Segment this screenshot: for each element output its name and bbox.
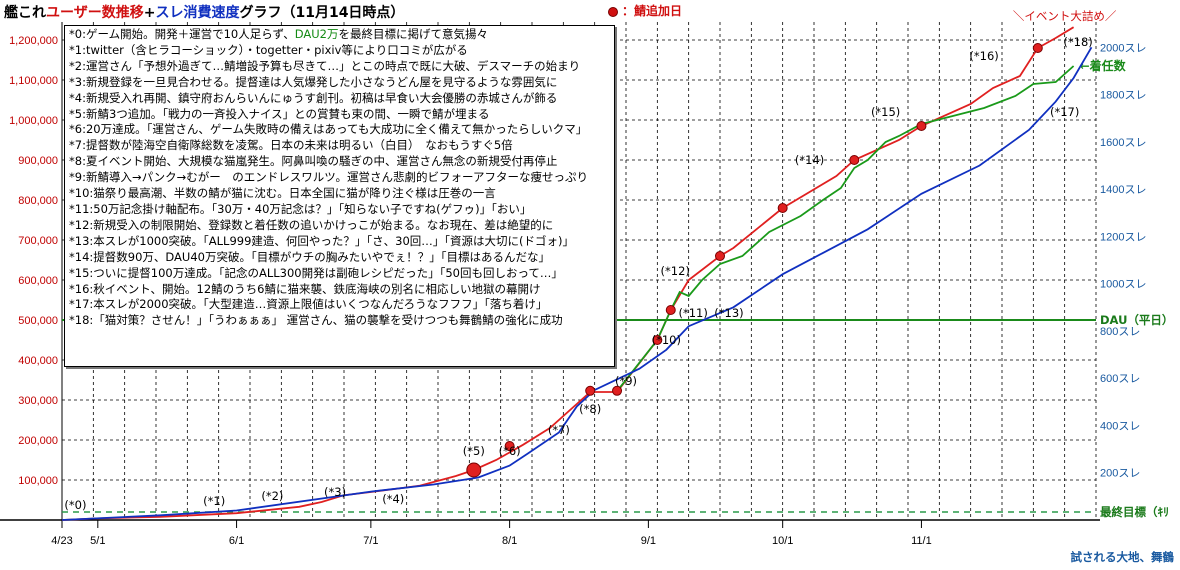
chart-annotation: (*3): [324, 485, 346, 499]
chart-annotation: (*12): [661, 264, 690, 278]
server-added-marker: [504, 441, 515, 451]
annotation-notes-box: *0:ゲーム開始。開発＋運営で10人足らず、DAU2万を最終目標に掲げて意気揚々…: [64, 25, 615, 367]
y-tick-label-right: 2000スレ: [1100, 42, 1146, 54]
y-tick-label-left: 800,000: [18, 195, 58, 207]
series-line-red: [61, 26, 1075, 521]
y-tick-label-left: 900,000: [18, 155, 58, 167]
note-row: *12:新規受入の制限開始、登録数と着任数の追いかけっこが始まる。なお現在、差は…: [69, 217, 554, 232]
y-tick-label-left: 200,000: [18, 435, 58, 447]
chart-annotation: (*10): [652, 333, 681, 347]
note-row: *15:ついに提督100万達成。「記念のALL300開発は副砲レシピだった」「5…: [69, 265, 563, 280]
chart-annotation: (*13): [714, 306, 743, 320]
server-added-marker: [715, 251, 725, 261]
bottom-right-caption: 試される大地、舞鶴: [1071, 550, 1175, 564]
server-added-marker: [849, 155, 860, 165]
chart-annotation: ＼イベント大詰め／: [1013, 9, 1117, 23]
chart-annotation: (*0): [64, 498, 86, 512]
note-row: *16:秋イベント、開始。12鯖のうち6鯖に猫来襲、鉄底海峡の別名に相応しい地獄…: [69, 281, 541, 296]
chart-annotation: (*17): [1050, 105, 1079, 119]
y-tick-label-right: 400スレ: [1100, 420, 1140, 432]
y-tick-label-left: 1,200,000: [9, 35, 58, 47]
chart-annotation: (*8): [579, 402, 601, 416]
chart-annotation: (*15): [871, 105, 900, 119]
y-tick-label-left: 100,000: [18, 475, 58, 487]
chart-annotation: (*7): [548, 423, 570, 437]
x-tick-label: 6/1: [229, 535, 244, 547]
chart-annotation: (*2): [261, 489, 283, 503]
note-row: *8:夏イベント開始、大規模な猫嵐発生。阿鼻叫喚の騒ぎの中、運営さん無念の新規受…: [69, 154, 558, 169]
legend-marker: ：鯖追加日: [608, 2, 682, 19]
reference-line-label: 最終目標（ｷﾘ: [1100, 505, 1169, 519]
chart-annotation: (*14): [795, 153, 824, 167]
y-tick-label-right: 200スレ: [1100, 468, 1140, 480]
note-row: *10:猫祭り最高潮、半数の鯖が猫に沈む。日本全国に猫が降り注ぐ様は圧巻の一言: [69, 186, 496, 201]
x-tick-label: 11/1: [911, 535, 932, 547]
series-line-blue: [61, 46, 1093, 521]
y-tick-label-left: 1,100,000: [9, 75, 58, 87]
chart-annotation: (*1): [203, 494, 225, 508]
y-tick-label-right: 1600スレ: [1100, 137, 1146, 149]
legend-marker-label: ：鯖追加日: [622, 4, 683, 18]
chart-annotation: (*5): [463, 444, 485, 458]
chart-annotation: (*16): [969, 49, 998, 63]
y-tick-label-right: 1800スレ: [1100, 90, 1146, 102]
chart-annotation: (*4): [382, 492, 404, 506]
server-added-marker: [585, 385, 596, 396]
chart-annotation: (*11): [678, 306, 707, 320]
y-tick-label-left: 600,000: [18, 275, 58, 287]
series-line-green: [616, 65, 1075, 392]
x-tick-label: 7/1: [363, 535, 378, 547]
chart-title: 艦これユーザー数推移+スレ消費速度グラフ（11月14日時点）: [4, 5, 405, 21]
series-label: ←着任数: [1080, 58, 1127, 73]
y-tick-label-left: 500,000: [18, 315, 58, 327]
chart-annotation: (*18): [1063, 35, 1092, 49]
note-row: *13:本スレが1000突破。「ALL999建造、何回やった？」「さ、30回…」…: [69, 233, 575, 248]
y-tick-label-right: 800スレ: [1100, 326, 1140, 338]
note-row: *18:「猫対策？させん！」「うわぁぁぁ」 運営さん、猫の襲撃を受けつつも舞鶴鯖…: [69, 313, 563, 328]
note-row: *11:50万記念掛け軸配布。「30万・40万記念は？」「知らない子ですね(ゲフ…: [69, 201, 532, 216]
x-tick-label: 4/23: [51, 535, 72, 547]
x-tick-label: 10/1: [772, 535, 793, 547]
y-tick-label-right: 1400スレ: [1100, 184, 1146, 196]
y-tick-label-left: 300,000: [18, 395, 58, 407]
note-row: *4:新規受入れ再開、鎮守府おんらいんにゅうす創刊。初稿は早食い大会優勝の赤城さ…: [69, 90, 558, 105]
y-tick-label-left: 1,000,000: [9, 115, 58, 127]
server-added-marker: [665, 305, 676, 315]
chart-annotation: (*9): [615, 374, 637, 388]
note-row: *17:本スレが2000突破。「大型建造…資源上限値はいくつなんだろうなフフフ」…: [69, 297, 548, 312]
x-tick-label: 9/1: [641, 535, 656, 547]
server-added-marker: [1032, 43, 1043, 53]
note-row: *0:ゲーム開始。開発＋運営で10人足らず、DAU2万を最終目標に掲げて意気揚々: [69, 27, 488, 41]
y-tick-label-right: 600スレ: [1100, 373, 1140, 385]
chart-annotation: (*6): [499, 444, 521, 458]
x-tick-label: 5/1: [90, 535, 105, 547]
server-added-marker: [612, 385, 623, 396]
server-added-marker: [777, 203, 788, 213]
note-row: *9:新鯖導入→パンク→むがー のエンドレスワルツ。運営さん悲劇的ビフォーアフタ…: [69, 170, 588, 185]
note-row: *3:新規登録を一旦見合わせる。提督達は人気爆発した小さなうどん屋を見守るような…: [69, 74, 558, 89]
reference-line-label: DAU（平日）: [1100, 313, 1173, 327]
server-added-marker: [466, 462, 482, 478]
y-tick-label-right: 1200スレ: [1100, 231, 1146, 243]
note-row: *6:20万達成。「運営さん、ゲーム失敗時の備えはあっても大成功に全く備えて無か…: [69, 122, 588, 137]
marker-dot-icon: [608, 6, 618, 17]
note-row: *5:新鯖3つ追加。「戦力の一斉投入ナイス」との賞賛も束の間、一瞬で鯖が埋まる: [69, 106, 490, 121]
y-tick-label-left: 400,000: [18, 355, 58, 367]
server-added-marker: [916, 121, 927, 131]
server-added-marker: [652, 335, 663, 345]
note-row: *7:提督数が陸海空自衛隊総数を凌駕。日本の未来は明るい（白目） なおもうすぐ5…: [69, 138, 513, 153]
note-row: *2:運営さん「予想外過ぎて…鯖増設予算も尽きて…」とこの時点で既に大破、デスマ…: [69, 58, 581, 73]
y-tick-label-right: 1000スレ: [1100, 279, 1146, 291]
note-row: *1:twitter（含ヒラコーショック）・togetter・pixiv等により…: [69, 42, 468, 57]
y-tick-label-left: 700,000: [18, 235, 58, 247]
x-tick-label: 8/1: [502, 535, 517, 547]
note-row: *14:提督数90万、DAU40万突破。「目標がウチの胸みたいやでぇ！？」「目標…: [69, 249, 550, 264]
